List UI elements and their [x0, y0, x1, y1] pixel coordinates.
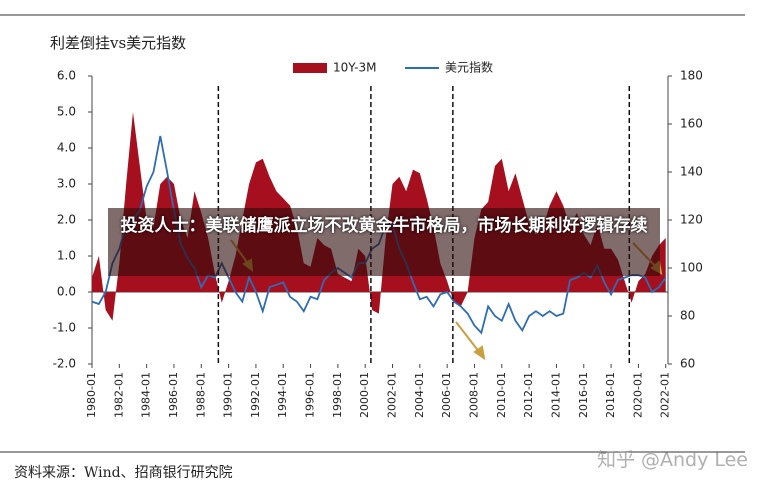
y2-tick-label: 60	[680, 357, 695, 371]
x-tick-label: 2006-01	[440, 372, 453, 418]
x-tick-label: 2014-01	[549, 372, 562, 418]
x-tick-label: 2002-01	[386, 372, 399, 418]
x-tick-label: 2020-01	[631, 372, 644, 418]
y-tick-label: 0.0	[57, 285, 76, 299]
x-tick-label: 2016-01	[577, 372, 590, 418]
y-tick-label: 2.0	[57, 213, 76, 227]
source: 资料来源：Wind、招商银行研究院	[14, 465, 233, 481]
x-tick-label: 1990-01	[222, 372, 235, 418]
x-tick-label: 2000-01	[358, 372, 371, 418]
x-tick-label: 1996-01	[304, 372, 317, 418]
y2-tick-label: 160	[680, 117, 703, 131]
x-tick-label: 1992-01	[249, 372, 262, 418]
headline-band	[108, 208, 660, 276]
y2-tick-label: 180	[680, 69, 703, 83]
x-tick-label: 1998-01	[331, 372, 344, 418]
x-tick-label: 2022-01	[659, 372, 672, 418]
x-tick-label: 1986-01	[167, 372, 180, 418]
x-tick-label: 2018-01	[604, 372, 617, 418]
y2-tick-label: 100	[680, 261, 703, 275]
y2-tick-label: 140	[680, 165, 703, 179]
x-tick-label: 2008-01	[467, 372, 480, 418]
watermark: 知乎 @Andy Lee	[596, 449, 748, 471]
y2-tick-label: 80	[680, 309, 695, 323]
x-tick-label: 1980-01	[85, 372, 98, 418]
y-tick-label: 5.0	[57, 105, 76, 119]
chart-title: 利差倒挂vs美元指数	[50, 34, 186, 52]
headline: 投资人士：美联储鹰派立场不改黄金牛市格局，市场长期利好逻辑存续	[120, 216, 648, 236]
x-tick-label: 1984-01	[140, 372, 153, 418]
y-tick-label: 1.0	[57, 249, 76, 263]
y2-tick-label: 120	[680, 213, 703, 227]
legend-swatch	[293, 63, 327, 73]
y-tick-label: 3.0	[57, 177, 76, 191]
y-tick-label: -1.0	[53, 321, 76, 335]
y-tick-label: 4.0	[57, 141, 76, 155]
x-tick-label: 1982-01	[112, 372, 125, 418]
x-tick-label: 1994-01	[276, 372, 289, 418]
legend-label: 10Y-3M	[333, 61, 377, 75]
y-tick-label: -2.0	[53, 357, 76, 371]
x-tick-label: 2012-01	[522, 372, 535, 418]
x-tick-label: 2010-01	[495, 372, 508, 418]
legend-label: 美元指数	[445, 60, 493, 75]
x-tick-label: 2004-01	[413, 372, 426, 418]
x-tick-label: 1988-01	[194, 372, 207, 418]
y-tick-label: 6.0	[57, 69, 76, 83]
